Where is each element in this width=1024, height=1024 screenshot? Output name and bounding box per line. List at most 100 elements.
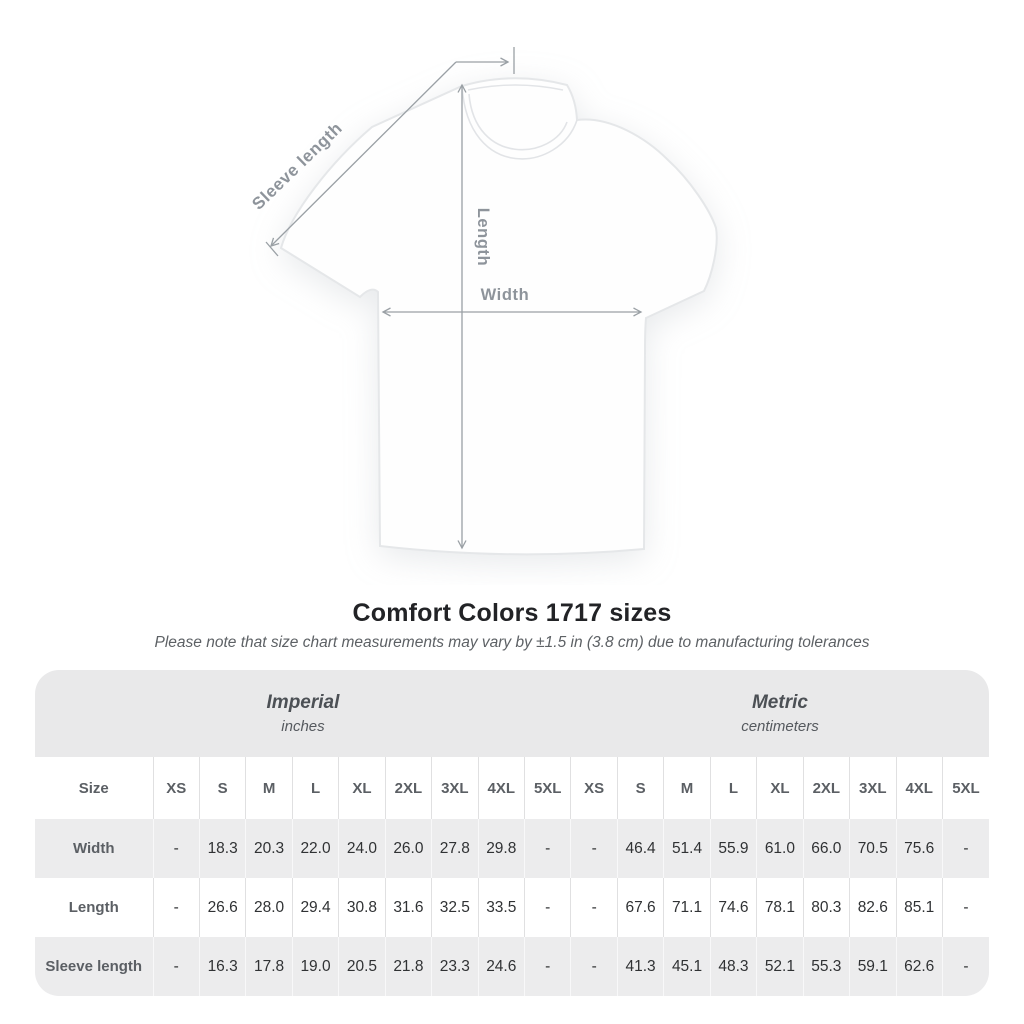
measurement-cell: 27.8 [431,819,479,878]
size-header-label: Size [35,757,153,819]
measurement-cell: 74.6 [709,878,757,937]
unit-header-metric: Metric centimeters [570,670,989,757]
size-col-header: 4XL [895,757,943,819]
size-col-header: XL [756,757,804,819]
measurement-cell: 55.9 [709,819,757,878]
measurement-cell: - [152,819,200,878]
measurement-cell: 80.3 [802,878,850,937]
measurement-cell: 18.3 [198,819,246,878]
measurement-cell: 59.1 [849,937,896,996]
page-title: Comfort Colors 1717 sizes [352,599,672,627]
size-col-header: M [245,757,293,819]
measurement-cell: 55.3 [802,937,850,996]
measurement-cell: - [941,819,989,878]
collar-outer-seam [461,85,578,160]
measurement-cell: 20.3 [245,819,293,878]
measurement-cell: 20.5 [338,937,386,996]
measurement-cell: 33.5 [477,878,525,937]
measurement-cell: - [570,819,618,878]
measurement-cell: 51.4 [663,819,711,878]
measurement-cell: - [523,819,571,878]
imperial-title: Imperial [266,692,340,714]
measurement-cell: - [941,937,989,996]
measurement-cell: - [152,878,200,937]
size-col-header: 5XL [523,757,571,819]
measurement-cell: 85.1 [895,878,943,937]
measurement-cell: - [570,878,618,937]
measurement-cell: 22.0 [291,819,339,878]
measurement-cell: 78.1 [756,878,804,937]
row-label: Length [68,899,119,916]
unit-header-imperial: Imperial inches [35,670,571,757]
measurement-cell: 32.5 [431,878,479,937]
measurement-cell: 67.6 [616,878,664,937]
measurement-cell: 24.0 [338,819,386,878]
width-label: Width [481,286,530,304]
measurement-cell: 28.0 [245,878,293,937]
size-col-header: S [198,757,246,819]
imperial-unit: inches [281,717,325,735]
tshirt-illustration [279,77,718,556]
size-col-header: M [663,757,711,819]
size-col-header: L [709,757,757,819]
row-label: Width [72,840,115,857]
measurement-cell: 75.6 [895,819,943,878]
tshirt-measurement-diagram: Sleeve length Length Width [248,47,718,556]
measurement-cell: - [570,937,618,996]
measurement-cell: - [941,878,989,937]
unit-header-row: Imperial inches Metric centimeters [35,670,989,757]
size-col-header: S [616,757,664,819]
measurement-cell: - [523,937,571,996]
metric-unit: centimeters [741,717,819,735]
size-col-header: 2XL [384,757,432,819]
length-label: Length [474,208,492,267]
size-col-header: XS [570,757,618,819]
table-row: Width -18.3 20.3 22.0 24.0 26.0 27.8 29.8- -46.4… [35,819,989,878]
measurement-cell: 45.1 [663,937,711,996]
size-col-header: 2XL [802,757,850,819]
measurement-cell: 48.3 [709,937,757,996]
measurement-cell: 61.0 [756,819,804,878]
size-col-header: 4XL [477,757,525,819]
measurement-cell: 16.3 [198,937,246,996]
measurement-cell: 29.8 [477,819,525,878]
measurement-cell: 29.4 [291,878,339,937]
measurement-cell: 46.4 [616,819,664,878]
measurement-cell: 30.8 [338,878,386,937]
measurement-cell: 26.6 [198,878,246,937]
measurement-cell: 17.8 [245,937,293,996]
size-col-header: 5XL [941,757,989,819]
measurement-cell: 52.1 [756,937,804,996]
measurement-cell: 23.3 [431,937,479,996]
measurement-cell: 24.6 [477,937,525,996]
measurement-cell: 70.5 [849,819,896,878]
measurement-cell: 19.0 [291,937,339,996]
size-col-header: XL [338,757,386,819]
size-table: Imperial inches Metric centimeters Size … [35,670,989,996]
size-header-row: Size XS S M L XL 2XL 3XL 4XL 5XL XS S M L XL 2XL 3XL 4XL… [35,757,989,819]
row-label: Sleeve length [45,958,143,975]
size-col-header: L [291,757,339,819]
page-subtitle: Please note that size chart measurements… [154,634,870,651]
table-row: Sleeve length -16.3 17.8 19.0 20.5 21.8 23.3 24… [35,937,989,996]
measurement-cell: 62.6 [895,937,943,996]
size-table-card: Imperial inches Metric centimeters Size … [35,670,989,996]
measurement-rows: Width -18.3 20.3 22.0 24.0 26.0 27.8 29.8- -46.4… [35,819,989,996]
measurement-cell: - [523,878,571,937]
measurement-cell: 66.0 [802,819,850,878]
collar-back-edge [467,84,564,91]
collar-inner-edge [468,93,568,151]
measurement-cell: 26.0 [384,819,432,878]
sleeve-length-arrow [265,47,515,257]
measurement-cell: 82.6 [849,878,896,937]
measurement-cell: - [152,937,200,996]
measurement-cell: 31.6 [384,878,432,937]
table-row: Length -26.6 28.0 29.4 30.8 31.6 32.5 33.5- -67.… [35,878,989,937]
size-col-header: 3XL [431,757,479,819]
metric-title: Metric [751,692,808,714]
measurement-cell: 21.8 [384,937,432,996]
size-col-header: 3XL [849,757,896,819]
measurement-cell: 71.1 [663,878,711,937]
measurement-cell: 41.3 [616,937,664,996]
